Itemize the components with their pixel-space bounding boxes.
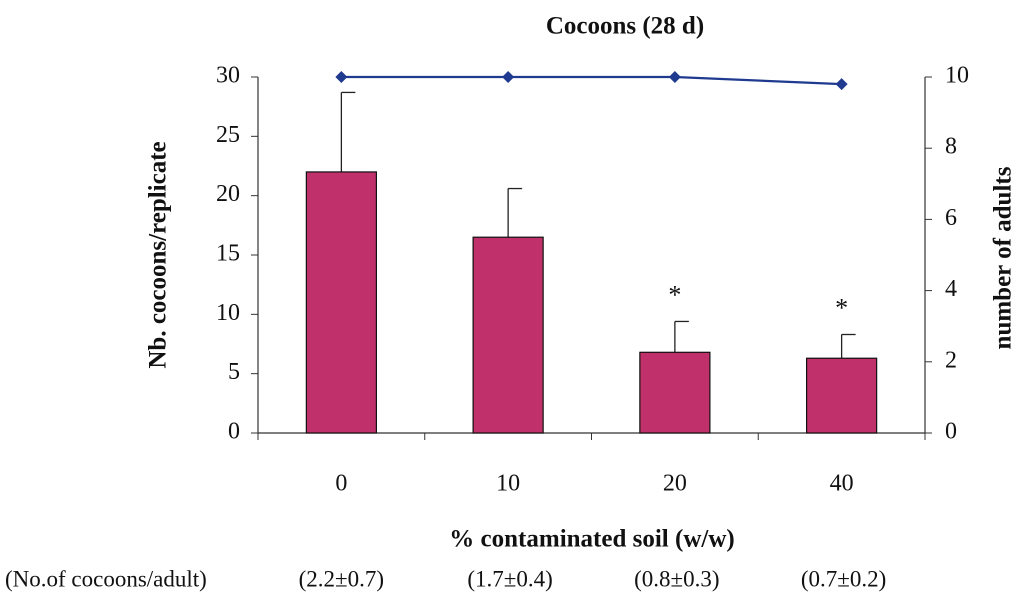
y-axis-label: Nb. cocoons/replicate (145, 141, 172, 368)
y2-tick-label: 8 (945, 134, 957, 160)
footnote-value: (0.7±0.2) (801, 566, 886, 591)
y-tick-label: 5 (228, 359, 240, 385)
y2-tick-label: 2 (945, 347, 957, 373)
line-marker (835, 78, 848, 91)
line-marker (668, 71, 681, 83)
x-tick-label: 20 (663, 471, 687, 497)
y2-tick-label: 4 (945, 276, 957, 302)
x-tick-label: 0 (335, 471, 347, 497)
y2-tick-label: 0 (945, 419, 957, 445)
y-tick-label: 20 (216, 181, 240, 207)
y-tick-label: 0 (228, 419, 240, 445)
x-tick-label: 40 (830, 471, 854, 497)
line-marker (335, 71, 348, 83)
bar (806, 357, 878, 434)
footnote-value: (2.2±0.7) (299, 566, 384, 591)
significance-mark: * (835, 293, 848, 322)
significance-mark: * (668, 280, 681, 309)
y-tick-label: 25 (216, 122, 240, 148)
line (341, 75, 842, 86)
bar (472, 236, 544, 434)
x-tick-label: 10 (496, 471, 520, 497)
y2-axis-label: number of adults (990, 166, 1017, 349)
footnote-label: (No.of cocoons/adult) (5, 566, 207, 591)
x-axis-label: % contaminated soil (w/w) (449, 526, 734, 553)
y-tick-label: 15 (216, 241, 240, 267)
y-tick-label: 30 (216, 63, 240, 89)
bar (305, 171, 377, 434)
footnote-value: (0.8±0.3) (634, 566, 719, 591)
y-tick-label: 10 (216, 300, 240, 326)
chart-title: Cocoons (28 d) (546, 13, 704, 40)
y2-tick-label: 6 (945, 205, 957, 231)
footnote-value: (1.7±0.4) (467, 566, 552, 591)
line-marker (502, 71, 515, 83)
bar (639, 351, 711, 434)
y2-tick-label: 10 (945, 63, 969, 89)
